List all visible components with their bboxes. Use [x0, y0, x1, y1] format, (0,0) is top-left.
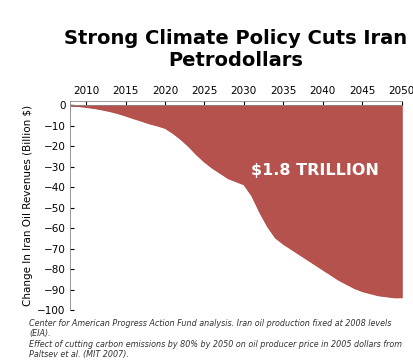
- Text: $1.8 TRILLION: $1.8 TRILLION: [250, 164, 378, 178]
- Text: Center for American Progress Action Fund analysis. Iran oil production fixed at : Center for American Progress Action Fund…: [29, 319, 401, 359]
- Y-axis label: Change In Iran Oil Revenues (Billion $): Change In Iran Oil Revenues (Billion $): [23, 105, 33, 306]
- Title: Strong Climate Policy Cuts Iran
Petrodollars: Strong Climate Policy Cuts Iran Petrodol…: [64, 29, 406, 70]
